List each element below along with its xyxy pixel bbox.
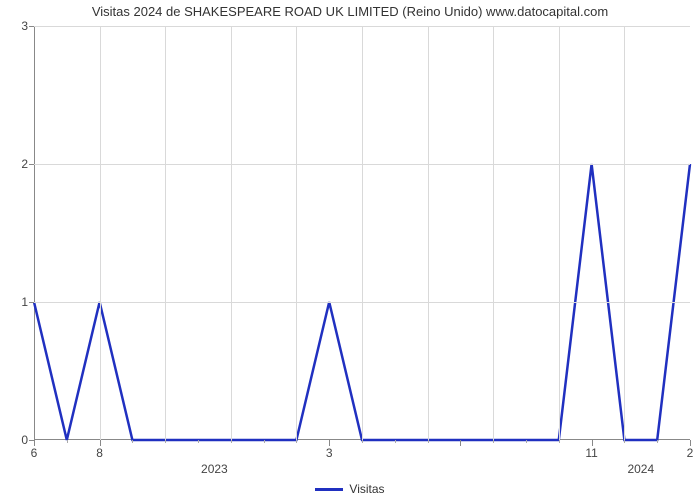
gridline-vertical (624, 26, 625, 440)
y-tick-mark (29, 164, 34, 165)
chart-title: Visitas 2024 de SHAKESPEARE ROAD UK LIMI… (0, 0, 700, 19)
x-tick-label: 2 (687, 440, 694, 460)
gridline-vertical (428, 26, 429, 440)
x-tick-major (460, 440, 461, 446)
y-tick-mark (29, 302, 34, 303)
gridline-vertical (100, 26, 101, 440)
x-tick-minor (395, 440, 396, 443)
x-tick-minor (198, 440, 199, 443)
x-tick-minor (526, 440, 527, 443)
gridline-vertical (231, 26, 232, 440)
x-tick-year-label: 2024 (627, 440, 654, 476)
x-tick-minor (296, 440, 297, 443)
x-tick-minor (559, 440, 560, 443)
x-tick-minor (264, 440, 265, 443)
plot-area: 012368311220232024 (34, 26, 690, 440)
gridline-vertical (296, 26, 297, 440)
x-tick-year-label: 2023 (201, 440, 228, 476)
gridline-vertical (362, 26, 363, 440)
x-tick-minor (67, 440, 68, 443)
legend-swatch (315, 488, 343, 491)
x-tick-minor (657, 440, 658, 443)
x-tick-label: 3 (326, 440, 333, 460)
x-tick-minor (132, 440, 133, 443)
x-tick-minor (428, 440, 429, 443)
y-tick-mark (29, 26, 34, 27)
gridline-vertical (559, 26, 560, 440)
x-tick-minor (231, 440, 232, 443)
gridline-vertical (493, 26, 494, 440)
x-tick-minor (362, 440, 363, 443)
x-tick-label: 11 (585, 440, 597, 460)
legend-label: Visitas (349, 482, 384, 496)
gridline-vertical (165, 26, 166, 440)
legend: Visitas (0, 482, 700, 496)
x-tick-minor (165, 440, 166, 443)
x-tick-minor (624, 440, 625, 443)
x-tick-label: 8 (96, 440, 103, 460)
x-tick-minor (493, 440, 494, 443)
x-tick-label: 6 (31, 440, 38, 460)
